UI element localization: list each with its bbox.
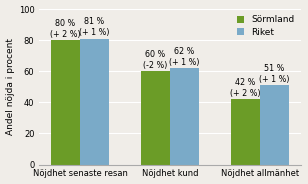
Text: 51 %
(+ 1 %): 51 % (+ 1 %) (259, 64, 290, 84)
Text: 81 %
(+ 1 %): 81 % (+ 1 %) (79, 17, 110, 37)
Bar (231, 99, 260, 164)
Text: 62 %
(+ 1 %): 62 % (+ 1 %) (169, 47, 200, 67)
Legend: Sörmland, Riket: Sörmland, Riket (235, 14, 296, 39)
Text: 60 %
(-2 %): 60 % (-2 %) (143, 50, 168, 70)
Text: 80 %
(+ 2 %): 80 % (+ 2 %) (50, 19, 81, 39)
Bar (170, 68, 199, 164)
Bar (51, 40, 80, 164)
Bar (141, 71, 170, 164)
Y-axis label: Andel nöjda i procent: Andel nöjda i procent (6, 38, 14, 135)
Bar (260, 85, 289, 164)
Bar (80, 39, 109, 164)
Text: 42 %
(+ 2 %): 42 % (+ 2 %) (230, 78, 261, 98)
